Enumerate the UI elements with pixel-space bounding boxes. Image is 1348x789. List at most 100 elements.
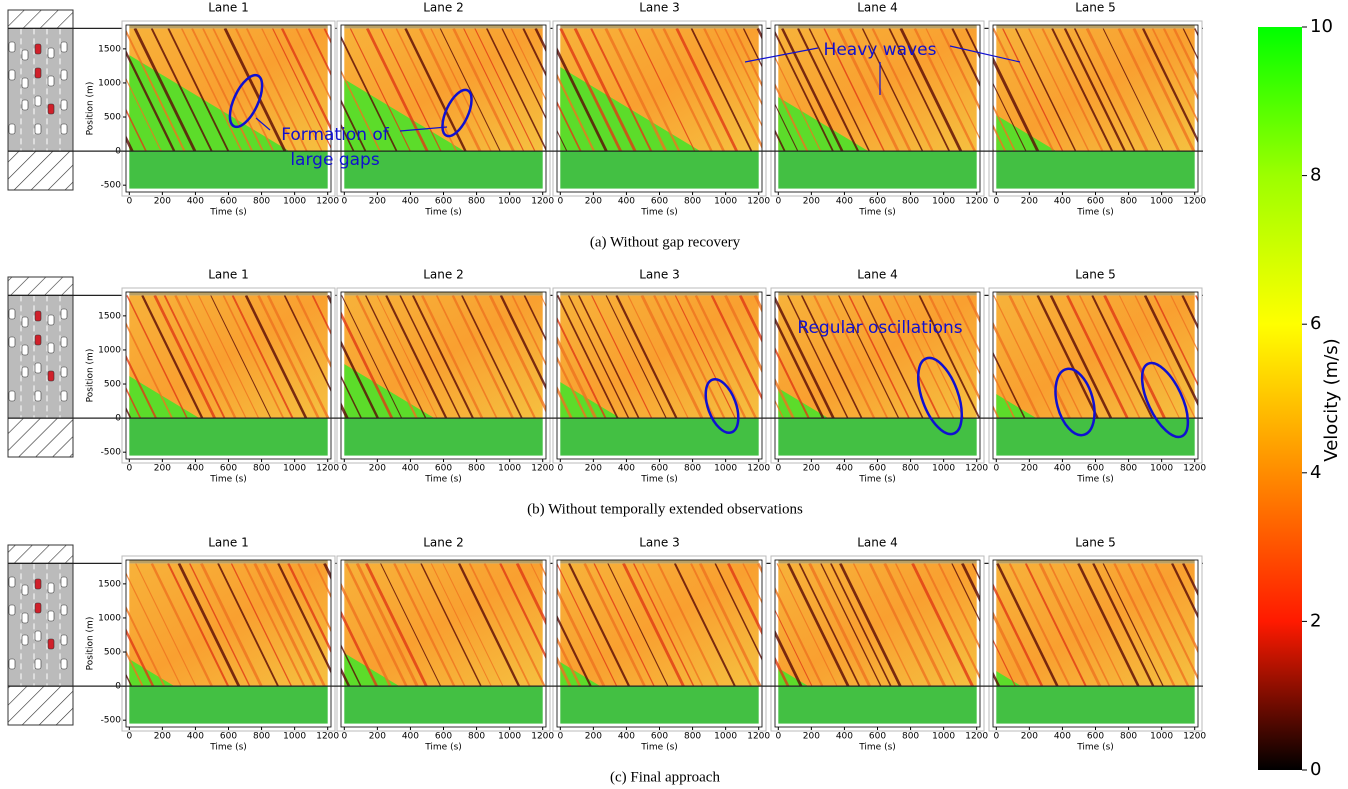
heatmap-wave [404,27,467,152]
x-tick-label: 600 [220,732,237,742]
heatmap-wave [341,35,398,152]
x-tick-label: 800 [253,732,270,742]
car [60,308,68,320]
road-hatch [7,150,74,191]
heatmap-wave [798,563,861,687]
x-axis-label: Time (s) [858,743,896,753]
heatmap-wave [557,355,588,419]
x-tick-label: 600 [651,464,668,474]
car [8,576,16,588]
road-hatch [7,417,74,458]
heatmap-wave [341,610,378,687]
heatmap-wave [486,28,546,152]
heatmap-wave [366,27,429,152]
heatmap-wave [1041,27,1104,152]
heatmap-wave [557,636,582,687]
heatmap-wave [615,294,678,419]
heatmap-wave [663,294,726,419]
heatmap-wave [135,563,197,687]
heatmap-wave [244,294,308,419]
heatmap-wave [198,295,260,419]
heatmap-wave [1091,294,1154,419]
heatmap-wave [993,27,1055,152]
heatmap-wave [684,294,747,419]
y-axis-label: Position (m) [86,349,96,403]
heatmap [341,292,546,456]
x-tick-label: 1000 [1150,464,1173,474]
heatmap-wave [781,27,844,152]
heatmap-wave [1092,562,1155,687]
heatmap-wave [1134,295,1196,419]
heatmap-wave [1063,563,1125,687]
heatmap-wave [393,562,456,687]
x-tick-label: 1000 [932,197,955,207]
annotation: large gaps [290,150,379,170]
x-tick-label: 400 [836,197,853,207]
road-hatch [7,544,74,564]
x-tick-label: 600 [869,732,886,742]
x-tick-label: 800 [253,197,270,207]
heatmap-wave [380,28,442,152]
heatmap-wave [1048,563,1111,687]
x-tick-label: 600 [1087,197,1104,207]
heatmap-wave [557,73,595,152]
heatmap-wave [1103,294,1166,419]
heatmap-wave [675,27,738,152]
car [34,658,42,670]
heatmap-wave [836,27,900,152]
heatmap-wave [1051,27,1114,152]
heatmap-wave [913,27,976,152]
heatmap-wave [993,372,1016,419]
x-tick-label: 0 [775,464,781,474]
heatmap-top [344,560,543,564]
heatmap-wave [775,103,799,152]
heatmap-wave [420,563,482,687]
heatmap-wave [559,27,622,152]
heatmap-green [344,79,465,152]
heatmap-top [996,25,1195,29]
x-tick-label: 1200 [747,464,770,474]
panel-title: Lane 2 [423,268,463,282]
heatmap-wave [141,294,204,419]
heatmap-green [996,686,1195,724]
heatmap-wave [878,295,941,419]
heatmap-green [778,418,977,456]
heatmap-wave [775,586,824,687]
car [8,336,16,348]
x-tick-label: 800 [253,464,270,474]
heatmap-wave [421,294,484,419]
heatmap-wave [483,562,546,687]
heatmap-wave [341,69,381,152]
car [8,658,16,670]
panel-title: Lane 5 [1075,536,1115,550]
x-tick-label: 800 [902,732,919,742]
car [60,69,68,81]
heatmap-wave [1063,27,1126,152]
x-tick-label: 1200 [1183,197,1206,207]
heatmap-wave [1182,562,1198,597]
heatmap-wave [439,28,501,152]
x-tick-label: 600 [1087,732,1104,742]
heatmap-wave [1008,294,1071,419]
heatmap-wave [557,563,618,687]
x-tick-label: 1000 [498,464,521,474]
heatmap-wave [698,562,762,687]
car [47,370,55,382]
heatmap-wave [604,27,668,152]
heatmap-wave [473,294,536,419]
heatmap-wave [1132,27,1196,152]
heatmap-wave [167,562,230,687]
heatmap-wave [263,562,326,687]
x-tick-label: 200 [803,732,820,742]
road-hatch [7,276,74,296]
x-tick-label: 0 [126,732,132,742]
heatmap-wave [578,295,640,419]
car [60,123,68,135]
x-tick-label: 800 [468,732,485,742]
x-tick-label: 600 [869,197,886,207]
ellipse [1140,361,1190,439]
heatmap-wave [993,321,1040,419]
colorbar-tick-label: 10 [1310,16,1333,37]
x-tick-label: 0 [126,197,132,207]
car [34,95,42,107]
